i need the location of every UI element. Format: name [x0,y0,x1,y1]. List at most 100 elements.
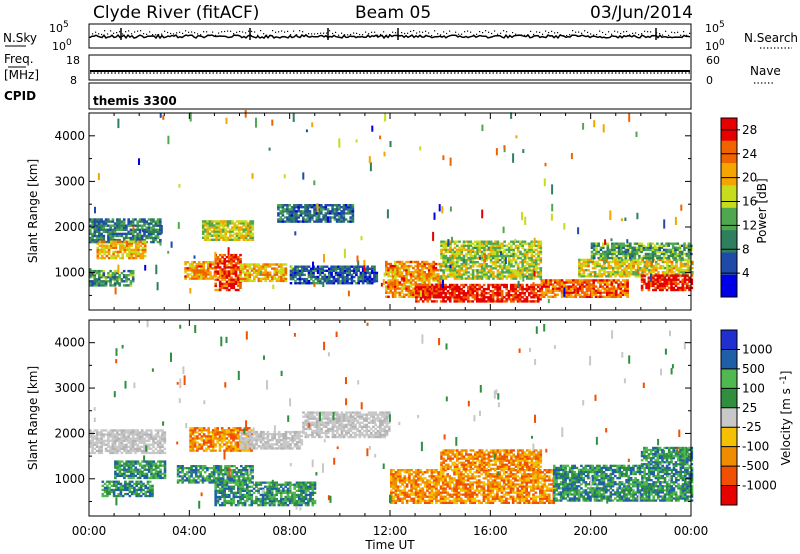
data-cell [188,263,192,266]
data-cell [291,267,295,270]
data-cell [391,277,395,280]
data-cell [510,275,513,278]
data-cell [120,472,124,475]
data-cell [494,261,497,264]
data-cell [578,281,582,284]
data-cell [537,242,540,245]
data-cell [123,250,127,254]
data-cell [444,265,448,268]
scatter-echo [532,282,535,285]
nsearch-dot [602,31,604,34]
data-cell [626,281,629,284]
data-cell [216,266,220,269]
data-cell [128,244,131,247]
data-cell [428,296,432,299]
data-cell [91,222,94,225]
data-cell [604,250,607,254]
data-cell [478,277,482,280]
data-cell [343,271,347,275]
data-cell [582,264,586,268]
data-cell [120,228,124,231]
data-cell [539,261,543,264]
data-cell [671,242,675,245]
nsearch-dot [413,30,415,32]
data-cell [342,206,346,209]
data-cell [626,279,629,282]
data-cell [195,267,199,270]
data-cell [691,266,694,270]
data-cell [308,212,312,215]
data-cell [244,279,247,283]
scatter-echo [356,255,359,263]
data-cell [156,232,160,236]
data-cell [295,210,298,213]
data-cell [104,439,108,442]
data-cell [629,252,632,256]
data-cell [583,285,586,288]
data-cell [636,273,640,276]
power-colorbar-swatch [721,207,737,231]
data-cell [645,260,649,264]
nsearch-dot [455,31,457,33]
data-cell [510,273,513,276]
data-cell [467,294,470,297]
data-cell [131,271,135,275]
data-cell [661,284,664,288]
nsearch-dot [434,30,436,32]
data-cell [596,295,600,298]
scatter-echo [219,269,222,278]
data-cell [640,256,643,260]
data-cell [560,289,564,292]
data-cell [100,232,103,236]
data-cell [574,287,577,290]
data-cell [334,267,338,270]
data-cell [636,264,640,268]
data-cell [154,234,158,238]
data-cell [558,287,562,290]
data-cell [204,271,208,274]
data-cell [102,230,106,234]
data-cell [540,283,544,286]
data-cell [691,262,694,266]
data-cell [280,275,283,278]
nsearch-dot [443,31,445,33]
nsearch-dot [122,33,124,35]
data-cell [613,256,616,260]
data-cell [418,273,422,276]
data-cell [483,250,486,254]
data-cell [346,275,349,279]
data-cell [690,286,694,290]
data-cell [306,210,310,213]
scatter-echo [610,238,613,242]
nsearch-dot [431,34,433,37]
data-cell [623,273,626,276]
data-cell [580,258,583,262]
data-cell [221,268,224,271]
data-cell [514,283,517,287]
data-cell [458,294,461,297]
data-cell [688,266,692,270]
data-cell [617,295,620,298]
data-cell [163,451,167,455]
data-cell [154,238,158,242]
data-cell [491,289,495,293]
data-cell [658,284,662,288]
data-cell [421,264,424,268]
data-cell [645,262,649,266]
data-cell [229,236,232,239]
data-cell [607,260,611,264]
nsearch-dot [380,33,382,36]
data-cell [576,279,580,282]
data-cell [118,222,121,225]
data-cell [444,269,448,272]
data-cell [163,437,167,440]
data-cell [253,269,256,272]
data-cell [535,244,538,247]
data-cell [478,271,482,274]
data-cell [247,234,250,237]
data-cell [414,277,417,280]
data-cell [442,242,445,245]
data-cell [281,210,285,213]
data-cell [348,269,351,272]
data-cell [442,258,445,262]
